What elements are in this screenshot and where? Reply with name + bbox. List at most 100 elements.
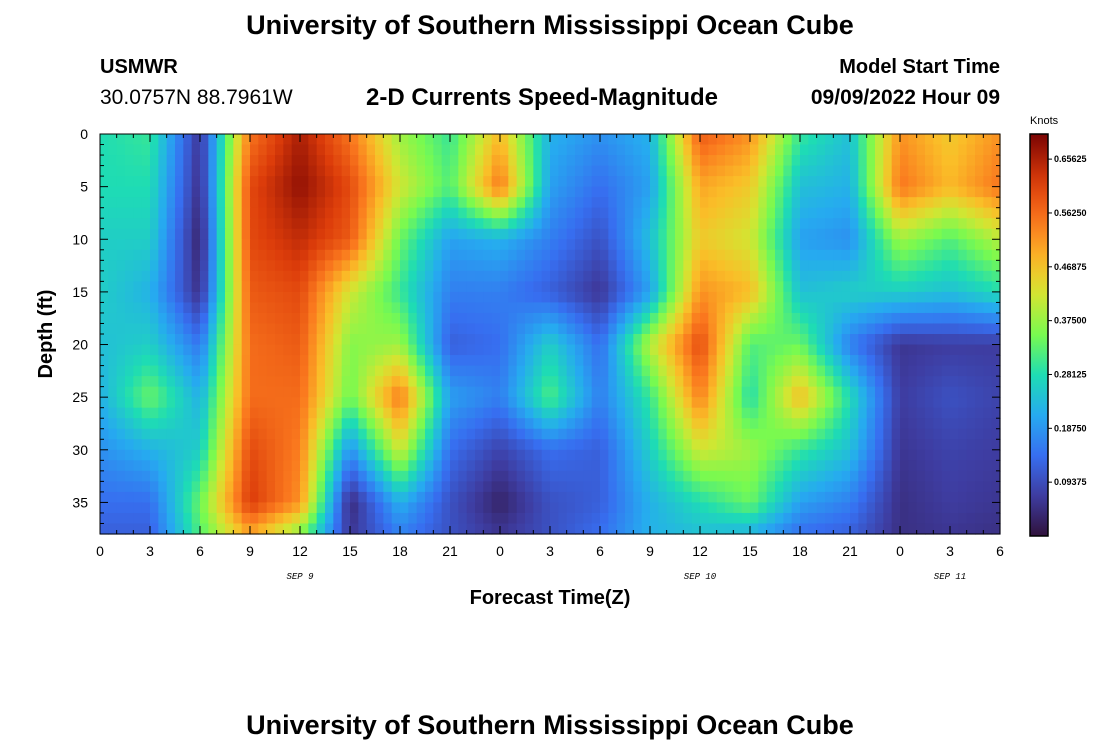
heat-cell	[691, 176, 701, 188]
heat-cell	[900, 512, 909, 525]
heat-cell	[366, 165, 376, 177]
heat-cell	[125, 481, 134, 493]
heat-cell	[225, 323, 234, 335]
heat-cell	[500, 344, 509, 356]
heat-cell	[858, 376, 868, 388]
heat-cell	[725, 218, 734, 230]
heat-cell	[808, 481, 818, 493]
heat-cell	[141, 355, 151, 367]
heat-cell	[916, 470, 926, 482]
heat-cell	[400, 323, 409, 335]
heat-cell	[466, 302, 476, 314]
heat-cell	[383, 239, 393, 251]
heat-cell	[808, 155, 818, 167]
heat-cell	[591, 291, 601, 304]
heat-cell	[191, 144, 201, 156]
heat-cell	[708, 218, 718, 230]
heat-cell	[766, 344, 776, 356]
heat-cell	[966, 460, 976, 472]
heat-cell	[650, 260, 659, 272]
heat-cell	[541, 376, 551, 388]
heat-cell	[575, 165, 584, 177]
heat-cell	[825, 460, 834, 472]
heat-cell	[483, 312, 493, 325]
heat-cell	[200, 144, 209, 156]
heat-cell	[708, 207, 718, 219]
heat-cell	[683, 376, 693, 388]
heat-cell	[433, 165, 443, 177]
heat-cell	[358, 397, 368, 409]
heat-cell	[650, 386, 659, 398]
heat-cell	[383, 291, 393, 304]
heat-cell	[766, 481, 776, 493]
heat-cell	[508, 439, 518, 451]
heat-cell	[566, 512, 576, 525]
heat-cell	[300, 386, 309, 398]
heat-cell	[450, 186, 459, 198]
heat-cell	[191, 470, 201, 482]
heat-cell	[658, 460, 668, 472]
heat-cell	[391, 165, 401, 177]
heat-cell	[741, 428, 751, 440]
heat-cell	[150, 428, 159, 440]
heat-cell	[225, 197, 234, 209]
heat-cell	[175, 260, 184, 272]
heat-cell	[183, 386, 193, 398]
heat-cell	[116, 197, 126, 209]
heat-cell	[375, 281, 384, 293]
heat-cell	[358, 418, 368, 430]
heat-cell	[816, 207, 826, 219]
heat-cell	[350, 186, 359, 198]
heat-cell	[366, 270, 376, 282]
heat-cell	[141, 249, 151, 261]
heat-cell	[975, 397, 984, 409]
heat-cell	[500, 134, 509, 146]
heat-cell	[500, 523, 509, 535]
heat-cell	[625, 512, 634, 525]
heat-cell	[283, 512, 293, 525]
heat-cell	[366, 176, 376, 188]
heat-cell	[750, 302, 759, 314]
heat-cell	[608, 239, 618, 251]
heat-cell	[341, 449, 351, 461]
heat-cell	[708, 144, 718, 156]
heat-cell	[441, 365, 451, 377]
heat-cell	[833, 281, 843, 293]
heat-cell	[183, 460, 193, 472]
heat-cell	[533, 218, 543, 230]
heat-cell	[900, 176, 909, 188]
heat-cell	[466, 365, 476, 377]
heat-cell	[808, 397, 818, 409]
heat-cell	[125, 523, 134, 535]
heat-cell	[783, 312, 793, 325]
heat-cell	[325, 270, 334, 282]
heat-cell	[616, 386, 626, 398]
heat-cell	[983, 481, 993, 493]
heat-cell	[175, 323, 184, 335]
heat-cell	[375, 197, 384, 209]
heat-cell	[941, 334, 951, 346]
heat-cell	[791, 239, 801, 251]
heat-cell	[358, 302, 368, 314]
heat-cell	[900, 407, 909, 419]
heat-cell	[625, 239, 634, 251]
heat-cell	[483, 376, 493, 388]
heat-cell	[475, 502, 484, 514]
heat-cell	[100, 155, 109, 167]
heat-cell	[150, 239, 159, 251]
heat-cell	[308, 449, 318, 461]
heat-cell	[866, 502, 876, 514]
heat-cell	[208, 502, 218, 514]
heat-cell	[450, 418, 459, 430]
heat-cell	[750, 270, 759, 282]
heat-cell	[300, 491, 309, 504]
heat-cell	[333, 165, 343, 177]
heat-cell	[133, 428, 143, 440]
heat-cell	[950, 407, 959, 419]
heat-cell	[566, 186, 576, 198]
heat-cell	[583, 186, 593, 198]
heat-cell	[750, 312, 759, 325]
heat-cell	[541, 302, 551, 314]
heat-cell	[666, 207, 676, 219]
heat-cell	[466, 439, 476, 451]
